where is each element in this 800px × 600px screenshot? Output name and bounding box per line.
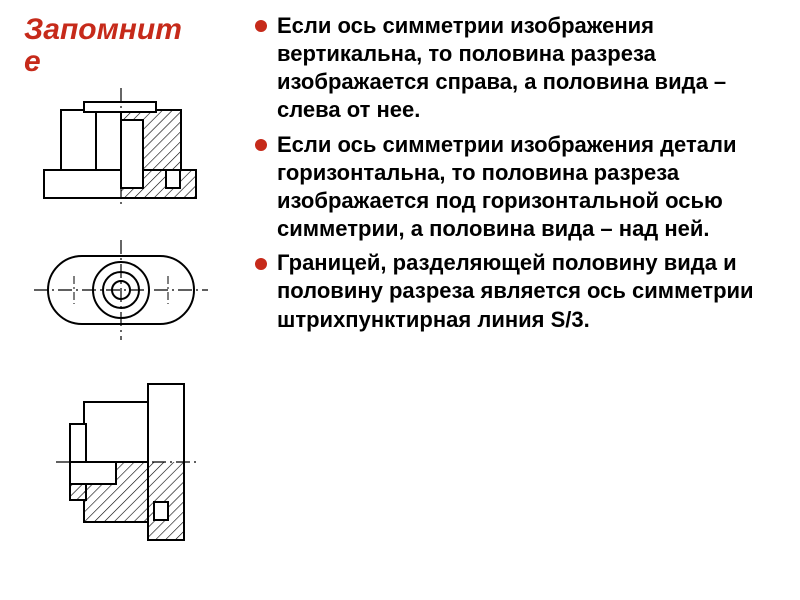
section-plan-drawing [26, 230, 216, 350]
bullet-list: Если ось симметрии изображения вертикаль… [255, 12, 775, 334]
slide-title: Запомнит е [24, 14, 182, 77]
section-bottom-drawing [26, 362, 216, 562]
bullet-text: Если ось симметрии изображения детали го… [277, 132, 737, 241]
section-top-drawing [26, 78, 216, 218]
bullet-item-0: Если ось симметрии изображения вертикаль… [255, 12, 775, 125]
bullet-text: Границей, разделяющей половину вида и по… [277, 250, 754, 331]
bullet-text: Если ось симметрии изображения вертикаль… [277, 13, 726, 122]
text-column: Если ось симметрии изображения вертикаль… [255, 12, 775, 340]
drawing-column [26, 78, 216, 562]
title-line-2: е [24, 45, 41, 78]
bullet-item-2: Границей, разделяющей половину вида и по… [255, 249, 775, 333]
title-line-1: Запомнит [24, 13, 182, 46]
bullet-item-1: Если ось симметрии изображения детали го… [255, 131, 775, 244]
